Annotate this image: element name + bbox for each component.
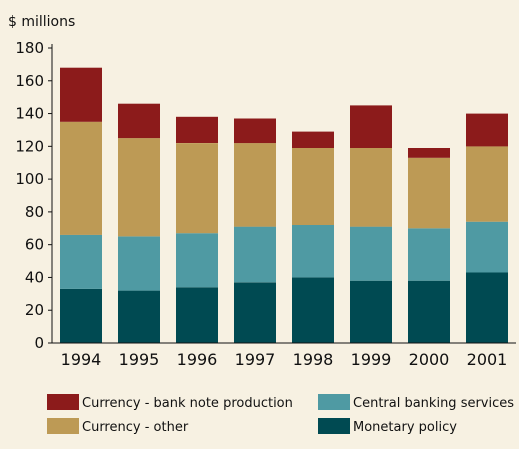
bar-1999-series-2 (350, 148, 392, 227)
y-tick-label-40: 40 (25, 268, 44, 286)
bars-layer (60, 67, 508, 343)
bar-2001-series-0 (466, 272, 508, 343)
bar-1995-series-1 (118, 236, 160, 291)
legend-label-1: Central banking services (353, 396, 514, 411)
y-tick-label-60: 60 (25, 236, 44, 254)
x-tick-label-2001: 2001 (467, 350, 508, 369)
bar-1998-series-1 (292, 225, 334, 278)
bar-1994-series-1 (60, 234, 102, 289)
y-axis-label: $ millions (8, 14, 75, 30)
bar-1995-series-2 (118, 138, 160, 237)
x-tick-label-1997: 1997 (235, 350, 276, 369)
bar-1996-series-3 (176, 116, 218, 143)
y-tick-label-0: 0 (34, 334, 44, 352)
bar-1999-series-0 (350, 280, 392, 343)
y-tick-label-20: 20 (25, 301, 44, 319)
bar-1996-series-2 (176, 143, 218, 234)
x-tick-label-2000: 2000 (409, 350, 450, 369)
bar-1994-series-0 (60, 288, 102, 343)
bar-1998-series-0 (292, 277, 334, 343)
legend-swatch-3 (318, 418, 350, 434)
y-tick-label-160: 160 (15, 72, 44, 90)
x-tick-label-1998: 1998 (293, 350, 334, 369)
bar-2000-series-3 (408, 148, 450, 158)
x-tick-label-1996: 1996 (177, 350, 218, 369)
bar-1996-series-1 (176, 233, 218, 288)
y-tick-label-120: 120 (15, 137, 44, 155)
bar-1997-series-2 (234, 143, 276, 227)
bar-1994-series-3 (60, 67, 102, 122)
bar-1999-series-3 (350, 105, 392, 148)
bar-1998-series-2 (292, 148, 334, 225)
legend-swatch-0 (47, 394, 79, 410)
bar-1995-series-0 (118, 290, 160, 343)
bar-2001-series-2 (466, 146, 508, 222)
x-tick-label-1994: 1994 (61, 350, 102, 369)
y-tick-label-100: 100 (15, 170, 44, 188)
legend: Currency - bank note production Central b… (47, 394, 514, 435)
legend-swatch-2 (47, 418, 79, 434)
bar-2000-series-0 (408, 280, 450, 343)
bar-2000-series-1 (408, 228, 450, 281)
x-tick-label-1995: 1995 (119, 350, 160, 369)
y-tick-label-180: 180 (15, 39, 44, 57)
bar-1996-series-0 (176, 287, 218, 343)
bar-1995-series-3 (118, 103, 160, 139)
legend-swatch-1 (318, 394, 350, 410)
bar-1994-series-2 (60, 121, 102, 235)
bar-1997-series-0 (234, 282, 276, 343)
bar-1997-series-3 (234, 118, 276, 144)
axes-layer: 1994 1995 1996 1997 1998 1999 2000 2001 0 20 40 60 8… (15, 39, 516, 369)
legend-label-0: Currency - bank note production (82, 396, 293, 411)
bar-2001-series-1 (466, 221, 508, 273)
bar-1999-series-1 (350, 226, 392, 281)
bar-1998-series-3 (292, 131, 334, 148)
y-tick-label-140: 140 (15, 105, 44, 123)
x-tick-label-1999: 1999 (351, 350, 392, 369)
legend-label-3: Monetary policy (353, 420, 457, 435)
y-tick-label-80: 80 (25, 203, 44, 221)
legend-label-2: Currency - other (82, 420, 189, 435)
bar-1997-series-1 (234, 226, 276, 283)
bar-2000-series-2 (408, 157, 450, 229)
bar-2001-series-3 (466, 113, 508, 147)
